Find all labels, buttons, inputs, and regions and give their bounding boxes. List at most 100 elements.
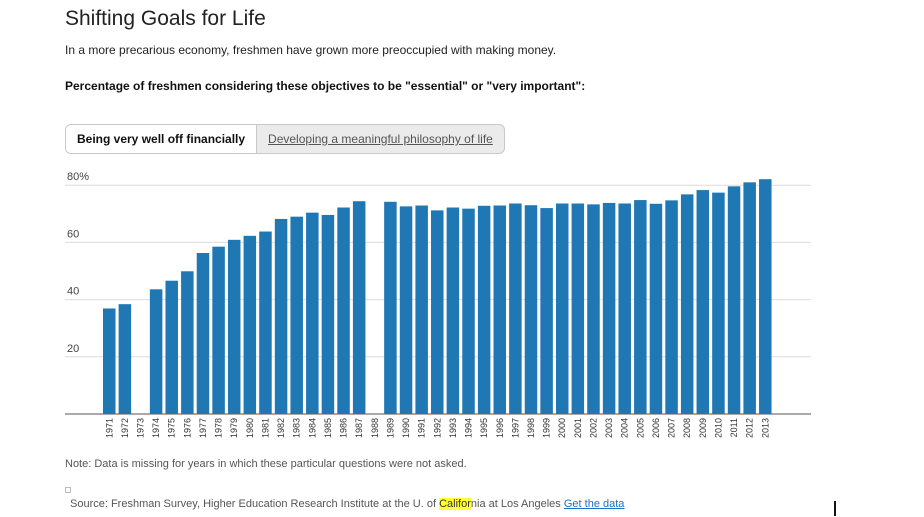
- y-tick-label: 20: [67, 343, 79, 355]
- tab-group: Being very well off financially Developi…: [65, 124, 505, 154]
- bar[interactable]: [118, 304, 132, 414]
- x-tick-label: 1985: [323, 418, 333, 438]
- x-tick-label: 2008: [682, 418, 692, 438]
- x-tick-label: 2002: [588, 418, 598, 438]
- x-tick-label: 1972: [120, 418, 130, 438]
- x-tick-label: 2003: [604, 418, 614, 438]
- bar[interactable]: [602, 202, 616, 414]
- x-tick-label: 1993: [448, 418, 458, 438]
- search-highlight: Califor: [439, 498, 471, 510]
- bar[interactable]: [149, 289, 163, 414]
- x-tick-label: 2004: [620, 418, 630, 438]
- bar[interactable]: [431, 210, 444, 414]
- chart-title: Shifting Goals for Life: [65, 7, 266, 30]
- bar[interactable]: [384, 201, 397, 414]
- x-tick-label: 1983: [292, 418, 302, 438]
- x-tick-label: 1974: [151, 418, 161, 438]
- x-tick-label: 1987: [354, 418, 364, 438]
- bar[interactable]: [618, 203, 631, 414]
- text-cursor: [834, 501, 836, 516]
- x-tick-label: 1997: [510, 418, 520, 438]
- tab-well-off-financially[interactable]: Being very well off financially: [66, 125, 258, 153]
- bar[interactable]: [759, 179, 772, 414]
- bar[interactable]: [509, 203, 522, 414]
- bar[interactable]: [399, 206, 413, 414]
- x-tick-label: 1995: [479, 418, 489, 438]
- bar[interactable]: [540, 208, 553, 414]
- bar[interactable]: [587, 204, 600, 414]
- tab-meaningful-philosophy[interactable]: Developing a meaningful philosophy of li…: [268, 132, 493, 146]
- x-tick-label: 1986: [339, 418, 349, 438]
- bar[interactable]: [743, 182, 756, 414]
- bar[interactable]: [649, 203, 663, 414]
- bar[interactable]: [290, 216, 303, 414]
- bar[interactable]: [352, 201, 366, 414]
- x-tick-label: 2013: [760, 418, 770, 438]
- bar[interactable]: [493, 205, 507, 414]
- x-tick-label: 1975: [167, 418, 177, 438]
- x-tick-label: 2005: [635, 418, 645, 438]
- bar[interactable]: [259, 231, 272, 414]
- bar[interactable]: [243, 235, 257, 414]
- y-tick-label: 60: [67, 228, 79, 240]
- x-tick-label: 1994: [464, 418, 474, 438]
- bar[interactable]: [181, 271, 194, 414]
- x-tick-label: 2000: [557, 418, 567, 438]
- bar[interactable]: [165, 280, 178, 414]
- bar[interactable]: [571, 203, 585, 414]
- y-tick-label: 80%: [67, 171, 89, 183]
- x-tick-label: 2011: [729, 418, 739, 437]
- broken-image-icon: [65, 487, 71, 493]
- x-tick-label: 2010: [713, 418, 723, 438]
- chart-subtitle: In a more precarious economy, freshmen h…: [65, 43, 557, 57]
- bar[interactable]: [727, 186, 741, 414]
- x-tick-label: 1977: [198, 418, 208, 438]
- bar[interactable]: [555, 203, 569, 414]
- bar[interactable]: [103, 308, 116, 414]
- x-tick-label: 2009: [698, 418, 708, 438]
- bar[interactable]: [321, 214, 335, 414]
- bar[interactable]: [274, 218, 288, 414]
- bar[interactable]: [462, 208, 475, 414]
- bar[interactable]: [227, 239, 241, 414]
- bar[interactable]: [196, 252, 210, 414]
- bar[interactable]: [696, 190, 710, 414]
- y-tick-labels: 20 40 60 80%: [67, 171, 89, 355]
- x-tick-label: 1980: [245, 418, 255, 438]
- x-tick-labels: 1971 1972 1973 1974 1975 1976 1977 1978 1979 1980…: [104, 418, 770, 438]
- x-tick-label: 2001: [573, 418, 583, 438]
- bar[interactable]: [634, 200, 647, 414]
- x-tick-label: 1978: [214, 418, 224, 438]
- bar[interactable]: [524, 205, 538, 414]
- bar[interactable]: [306, 212, 319, 414]
- bar[interactable]: [337, 207, 350, 414]
- chart-source: Source: Freshman Survey, Higher Educatio…: [70, 498, 624, 510]
- x-tick-label: 1971: [104, 418, 114, 438]
- bar[interactable]: [712, 192, 725, 414]
- x-tick-label: 1976: [182, 418, 192, 438]
- bar[interactable]: [680, 194, 694, 414]
- x-tick-label: 1988: [370, 418, 380, 438]
- x-tick-label: 2006: [651, 418, 661, 438]
- source-text: Source: Freshman Survey, Higher Educatio…: [70, 498, 440, 510]
- y-tick-label: 40: [67, 286, 79, 298]
- x-tick-label: 1982: [276, 418, 286, 438]
- bar[interactable]: [446, 207, 460, 414]
- bar[interactable]: [477, 205, 491, 414]
- source-text-end: nia at Los Angeles: [470, 498, 564, 510]
- bars: [103, 179, 772, 414]
- x-tick-label: 2007: [667, 418, 677, 438]
- bar[interactable]: [665, 200, 678, 414]
- x-tick-label: 1984: [307, 418, 317, 438]
- chart-question: Percentage of freshmen considering these…: [65, 79, 586, 93]
- x-tick-label: 1991: [417, 418, 427, 438]
- x-tick-label: 1979: [229, 418, 239, 438]
- x-tick-label: 1989: [385, 418, 395, 438]
- x-tick-label: 1992: [432, 418, 442, 438]
- get-data-link[interactable]: Get the data: [563, 498, 625, 510]
- x-tick-label: 1996: [495, 418, 505, 438]
- bar[interactable]: [415, 205, 428, 414]
- bar[interactable]: [212, 246, 225, 414]
- x-tick-label: 1998: [526, 418, 536, 438]
